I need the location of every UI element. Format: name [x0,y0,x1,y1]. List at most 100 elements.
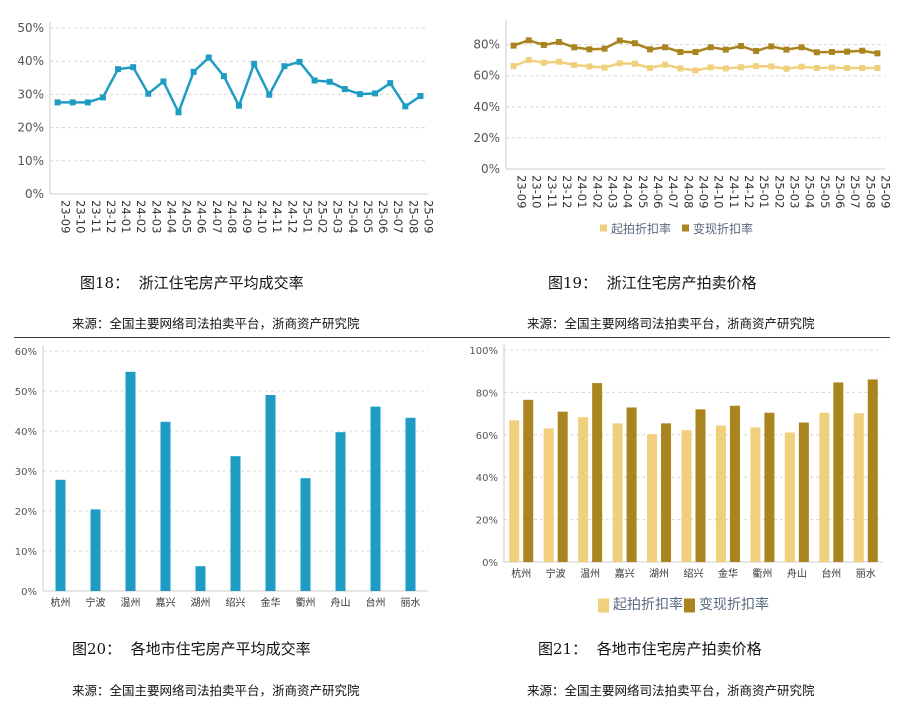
x-tick-label: 24-07 [666,175,680,208]
data-point [874,64,881,71]
figure-18-source: 来源：全国主要网络司法拍卖平台，浙商资产研究院 [72,316,360,331]
data-point [251,60,258,67]
figure-20-caption: 图20： 各地市住宅房产平均成交率 [72,640,311,658]
data-point [510,42,517,49]
x-tick-label: 温州 [580,568,600,580]
x-tick-label: 24-04 [164,200,178,233]
y-tick-label: 40% [473,100,500,114]
y-tick-label: 40% [476,473,498,484]
legend-swatch [684,598,695,613]
data-point [722,46,729,53]
x-tick-label: 衢州 [752,568,772,580]
y-tick-label: 60% [473,69,500,83]
data-point [145,90,152,97]
x-tick-label: 24-03 [606,175,620,208]
data-point [601,45,608,52]
data-point [707,64,714,71]
x-tick-label: 24-07 [210,200,224,233]
bar [681,430,692,562]
data-point [737,64,744,71]
legend-label: 变现折扣率 [693,221,753,236]
data-point [54,99,61,106]
data-point [540,41,547,48]
y-tick-label: 50% [15,387,37,398]
data-point [813,64,820,71]
divider [14,337,890,338]
data-point [798,63,805,70]
x-tick-label: 25-01 [757,175,771,208]
bar [578,417,589,562]
x-tick-label: 25-08 [863,175,877,208]
x-tick-label: 24-04 [621,175,635,208]
data-point [296,58,303,65]
x-tick-label: 25-07 [848,175,862,208]
data-point [417,93,424,100]
data-point [692,67,699,74]
bar [661,423,672,562]
x-tick-label: 25-01 [300,200,314,233]
data-point [69,99,76,106]
x-tick-label: 舟山 [331,596,351,609]
x-tick-label: 24-10 [255,200,269,233]
data-point [387,80,394,87]
data-point [783,65,790,72]
bar [125,371,136,591]
data-point [662,44,669,51]
x-tick-label: 24-02 [590,175,604,208]
data-point [844,64,851,71]
x-tick-label: 24-06 [651,175,665,208]
x-tick-label: 24-12 [742,175,756,208]
x-tick-label: 23-12 [560,175,574,208]
legend-label: 变现折扣率 [699,596,769,613]
x-tick-label: 舟山 [787,567,807,580]
bar [557,411,568,562]
x-tick-label: 绍兴 [226,596,246,609]
data-point [677,48,684,55]
y-tick-label: 30% [17,87,44,101]
data-point [753,63,760,70]
x-tick-label: 温州 [121,597,141,609]
data-point [753,48,760,55]
x-tick-label: 台州 [366,596,386,609]
y-tick-label: 60% [476,431,498,442]
x-tick-label: 25-06 [376,200,390,233]
bar [55,479,66,591]
data-point [692,48,699,55]
bar [195,566,206,591]
data-point [266,91,273,98]
data-point [859,64,866,71]
legend-swatch [598,598,609,613]
figure-20-source: 来源：全国主要网络司法拍卖平台，浙商资产研究院 [72,683,360,698]
data-point [402,103,409,110]
x-tick-label: 25-02 [316,200,330,233]
data-point [556,39,563,46]
bar [612,423,623,562]
x-tick-label: 25-05 [361,200,375,233]
figure-21-source: 来源：全国主要网络司法拍卖平台，浙商资产研究院 [527,683,815,698]
y-tick-label: 20% [17,121,44,135]
data-point [677,65,684,72]
x-tick-label: 25-02 [772,175,786,208]
y-tick-label: 0% [25,187,44,201]
bar [90,509,101,591]
y-tick-label: 40% [17,54,44,68]
x-tick-label: 24-05 [636,175,650,208]
x-tick-label: 24-08 [681,175,695,208]
x-tick-label: 24-01 [575,175,589,208]
x-tick-label: 24-08 [225,200,239,233]
bar [729,405,740,562]
x-tick-label: 湖州 [191,597,211,609]
data-point [768,63,775,70]
bar [335,432,346,591]
figure-19-source: 来源：全国主要网络司法拍卖平台，浙商资产研究院 [527,316,815,331]
bar [819,412,830,562]
x-tick-label: 24-09 [697,175,711,208]
data-point [190,68,197,75]
bar [695,409,706,562]
y-tick-label: 0% [482,558,498,569]
data-point [281,63,288,70]
x-tick-label: 25-03 [331,200,345,233]
bar [798,422,809,562]
data-point [571,62,578,69]
y-tick-label: 60% [15,347,37,358]
